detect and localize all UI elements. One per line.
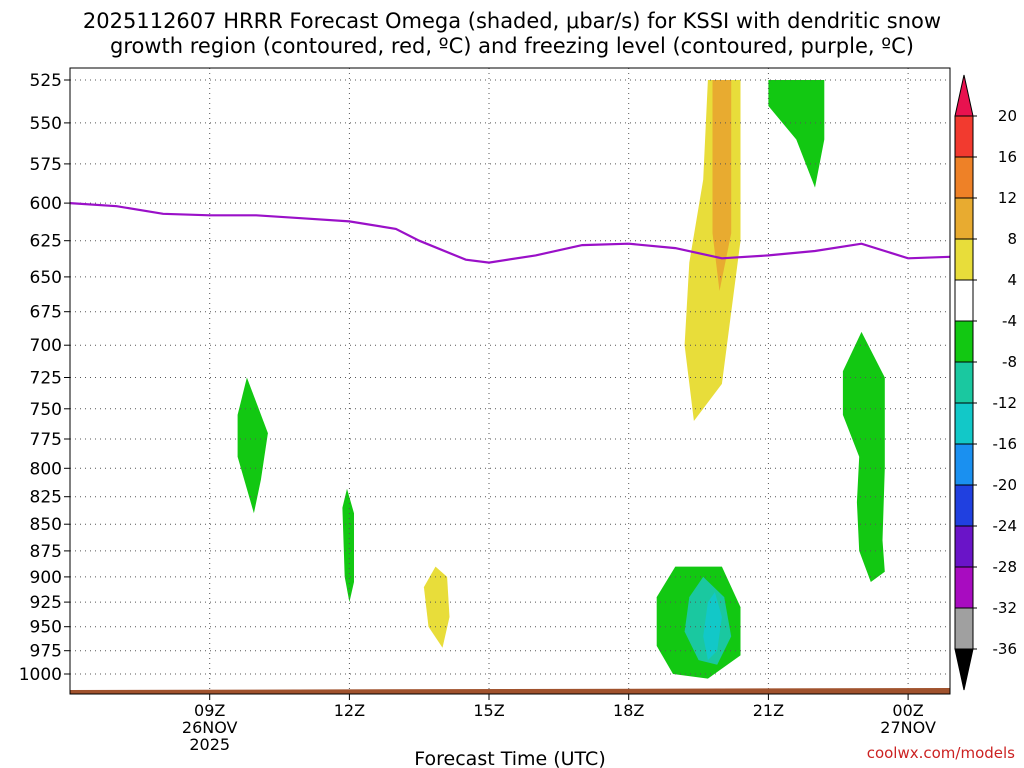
colorbar-label: -20 [993, 476, 1018, 494]
freezing-level-path [69, 202, 951, 264]
colorbar-swatch [954, 443, 974, 486]
freezing-level-line [69, 202, 951, 264]
colorbar-swatch [954, 402, 974, 445]
colorbar-swatch [954, 648, 974, 691]
x-axis-label: Forecast Time (UTC) [414, 748, 605, 768]
y-tick-label: 700 [30, 336, 62, 356]
y-tick-label: 950 [30, 618, 62, 638]
omega-region [423, 566, 450, 648]
colorbar-label: -16 [993, 435, 1018, 453]
x-tick-label: 00Z [892, 701, 923, 720]
x-tick-label: 2025 [189, 735, 230, 754]
y-tick-label: 775 [30, 430, 62, 450]
colorbar-swatch [954, 115, 974, 158]
colorbar-label: -12 [993, 394, 1018, 412]
colorbar-label: -24 [993, 517, 1018, 535]
colorbar-swatch [954, 361, 974, 404]
y-tick-label: 875 [30, 542, 62, 562]
x-tick-label: 26NOV [182, 718, 238, 737]
y-tick-label: 900 [30, 568, 62, 588]
colorbar-label: 20 [998, 107, 1017, 125]
omega-region [796, 293, 820, 352]
colorbar-swatch [954, 238, 974, 281]
omega-region [556, 297, 597, 457]
omega-region [842, 122, 899, 260]
y-tick-label: 825 [30, 488, 62, 508]
pressure-axis: 525 550 575 600 625 650 675 700 725 750 775 800 825 8… [19, 71, 70, 685]
colorbar-label: 12 [998, 189, 1017, 207]
colorbar-label: 8 [1007, 230, 1017, 248]
ground-terrain-strip [70, 688, 950, 694]
x-tick-label: 15Z [473, 701, 504, 720]
x-tick-label: 12Z [334, 701, 365, 720]
gridlines [70, 68, 950, 694]
y-tick-label: 650 [30, 268, 62, 288]
colorbar-swatch [954, 320, 974, 363]
colorbar-label: -4 [1002, 312, 1017, 330]
colorbar-swatch [954, 74, 974, 117]
colorbar-label: -8 [1002, 353, 1017, 371]
y-tick-label: 675 [30, 303, 62, 323]
omega-region [768, 80, 825, 188]
colorbar-label: 16 [998, 148, 1017, 166]
omega-region [237, 377, 268, 514]
colorbar-label: -36 [993, 640, 1018, 658]
colorbar-swatch [954, 484, 974, 527]
y-tick-label: 550 [30, 114, 62, 134]
colorbar-swatch [954, 566, 974, 609]
omega-colorbar: 20 16 12 8 4 -4 -8 -12 -16 -20 -24 -28 -32 -36 [954, 74, 1018, 691]
colorbar-label: -32 [993, 599, 1018, 617]
x-tick-label: 27NOV [880, 718, 936, 737]
y-tick-label: 725 [30, 369, 62, 389]
omega-region [768, 507, 857, 665]
y-tick-label: 925 [30, 593, 62, 613]
x-tick-label: 18Z [613, 701, 644, 720]
colorbar-swatch [954, 607, 974, 650]
y-tick-label: 600 [30, 194, 62, 214]
x-tick-label: 09Z [194, 701, 225, 720]
colorbar-swatch [954, 156, 974, 199]
omega-region [842, 331, 885, 582]
credit-text: coolwx.com/models [867, 744, 1015, 762]
colorbar-label: -28 [993, 558, 1018, 576]
plot-frame [69, 67, 951, 695]
omega-region [712, 80, 732, 291]
omega-region [335, 221, 364, 384]
y-tick-label: 1000 [19, 665, 62, 685]
omega-region [342, 488, 354, 603]
y-tick-label: 525 [30, 71, 62, 91]
y-tick-label: 850 [30, 515, 62, 535]
chart-title-line-2: growth region (contoured, red, ºC) and f… [110, 34, 914, 58]
x-tick-label: 21Z [753, 701, 784, 720]
colorbar-label: 4 [1007, 271, 1017, 289]
y-tick-label: 975 [30, 642, 62, 662]
colorbar-swatch [954, 525, 974, 568]
chart-title-line-1: 2025112607 HRRR Forecast Omega (shaded, … [83, 9, 941, 33]
y-tick-label: 800 [30, 459, 62, 479]
y-tick-label: 625 [30, 232, 62, 252]
omega-region [703, 592, 722, 661]
y-tick-label: 575 [30, 155, 62, 175]
y-tick-label: 750 [30, 400, 62, 420]
omega-shaded-regions [237, 80, 899, 679]
colorbar-swatch [954, 279, 974, 322]
colorbar-swatch [954, 197, 974, 240]
